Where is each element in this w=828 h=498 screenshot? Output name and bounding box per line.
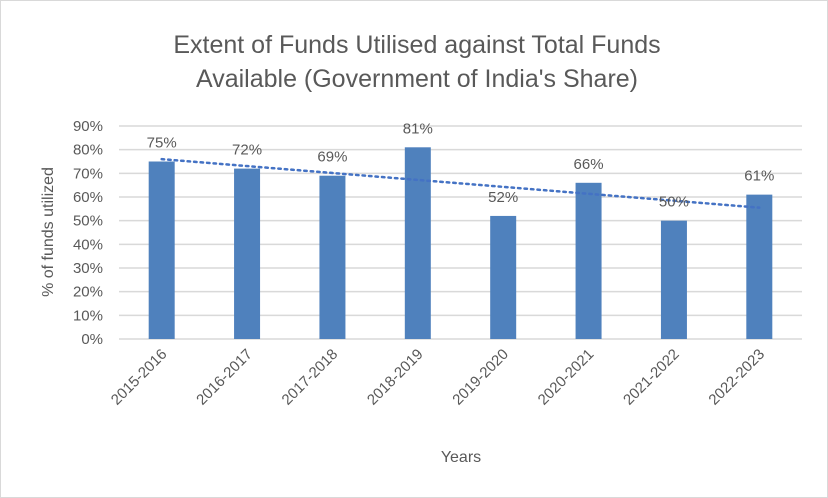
- y-tick-label: 60%: [73, 189, 103, 206]
- data-label: 52%: [488, 189, 518, 206]
- data-label: 50%: [659, 194, 689, 211]
- bar: [148, 161, 175, 339]
- x-tick-label: 2015-2016: [108, 346, 171, 409]
- y-tick-label: 70%: [73, 165, 103, 182]
- x-tick-label: 2019-2020: [449, 346, 512, 409]
- y-tick-label: 0%: [81, 331, 103, 348]
- bar: [404, 147, 431, 339]
- data-label: 81%: [403, 120, 433, 137]
- y-tick-label: 20%: [73, 284, 103, 301]
- chart-title-line-2: Available (Government of India's Share): [196, 65, 638, 93]
- x-tick-label: 2016-2017: [193, 346, 256, 409]
- y-tick-label: 30%: [73, 260, 103, 277]
- bar: [234, 168, 261, 339]
- y-tick-label: 80%: [73, 142, 103, 159]
- bar: [575, 182, 602, 339]
- y-tick-label: 90%: [73, 118, 103, 135]
- data-label: 61%: [744, 168, 774, 185]
- chart-title-line-1: Extent of Funds Utilised against Total F…: [173, 31, 660, 59]
- bar: [746, 194, 773, 339]
- x-tick-label: 2017-2018: [279, 346, 342, 409]
- data-label: 69%: [317, 149, 347, 166]
- y-tick-label: 10%: [73, 307, 103, 324]
- y-tick-label: 40%: [73, 236, 103, 253]
- trendline: [160, 157, 761, 209]
- x-tick-label: 2018-2019: [364, 346, 427, 409]
- bar: [319, 175, 346, 339]
- y-axis-label: % of funds utilized: [40, 167, 57, 297]
- x-tick-label: 2022-2023: [705, 346, 768, 409]
- y-tick-label: 50%: [73, 213, 103, 230]
- data-label: 72%: [232, 142, 262, 159]
- data-label: 66%: [574, 156, 604, 173]
- x-tick-label: 2020-2021: [535, 346, 598, 409]
- data-label: 75%: [147, 135, 177, 152]
- x-axis-label: Years: [441, 449, 481, 466]
- x-tick-label: 2021-2022: [620, 346, 683, 409]
- bar: [660, 220, 687, 339]
- bar: [490, 215, 517, 339]
